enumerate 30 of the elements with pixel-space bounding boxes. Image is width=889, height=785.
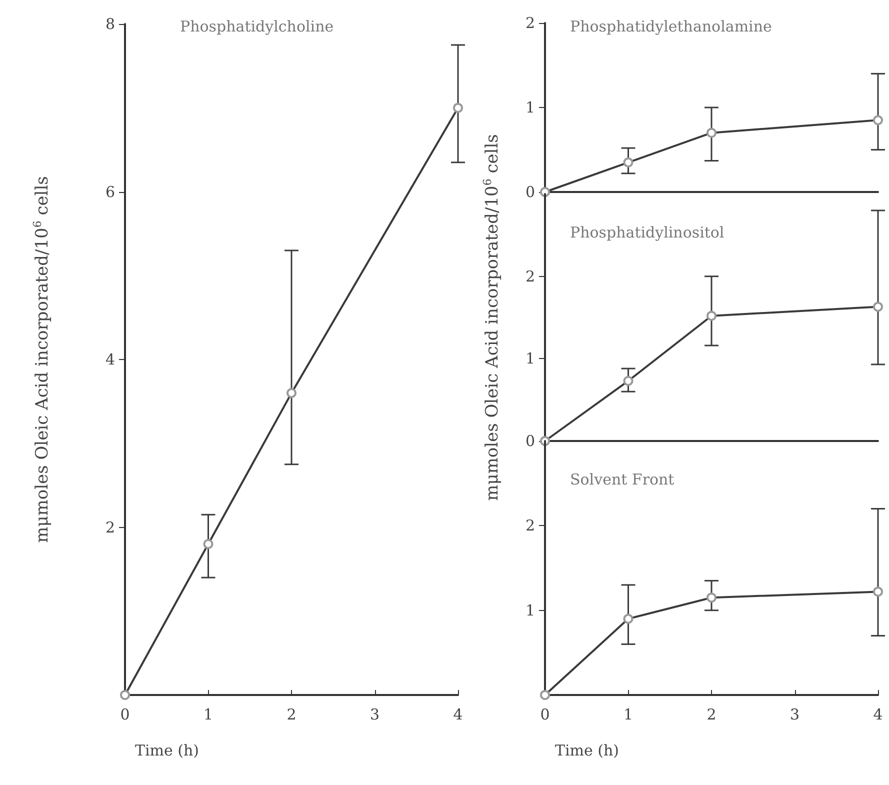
text: Solvent Front xyxy=(570,470,674,488)
y-tick-label: 2 xyxy=(105,518,115,536)
x-tick-label: 1 xyxy=(203,706,214,724)
y-tick-label: 2 xyxy=(525,267,535,286)
text: Phosphatidylinositol xyxy=(570,224,724,242)
x-tick-label: 0 xyxy=(120,706,130,724)
y-tick-label: 2 xyxy=(525,516,535,535)
y-tick-label: 1 xyxy=(525,98,535,116)
chart-title: Phosphatidylcholine xyxy=(180,18,334,36)
chart-title: Phosphatidylethanolamine xyxy=(570,18,772,36)
x-tick-label: 1 xyxy=(623,706,634,724)
x-tick-label: 2 xyxy=(706,706,716,724)
x-tick-label: 3 xyxy=(370,706,380,724)
y-tick-label: 6 xyxy=(105,182,115,201)
x-tick-label: 4 xyxy=(873,706,883,724)
x-tick-label: 2 xyxy=(286,706,296,724)
y-tick-label: 1 xyxy=(525,350,535,368)
y-tick-label: 0 xyxy=(525,432,535,450)
x-axis-title: Time (h) xyxy=(135,742,200,760)
x-tick-label: 3 xyxy=(790,706,800,724)
y-tick-label: 2 xyxy=(525,14,535,32)
y-tick-label: 0 xyxy=(525,183,535,201)
x-tick-label: 4 xyxy=(453,706,463,724)
y-axis-title: mμmoles Oleic Acid incorporated/106 cells xyxy=(481,134,502,501)
y-tick-label: 4 xyxy=(105,350,115,368)
x-tick-label: 0 xyxy=(540,706,550,724)
y-tick-label: 8 xyxy=(105,15,115,33)
y-tick-label: 1 xyxy=(525,601,535,620)
x-axis-title: Time (h) xyxy=(555,742,620,760)
y-axis-title: mμmoles Oleic Acid incorporated/106 cells xyxy=(31,176,52,543)
